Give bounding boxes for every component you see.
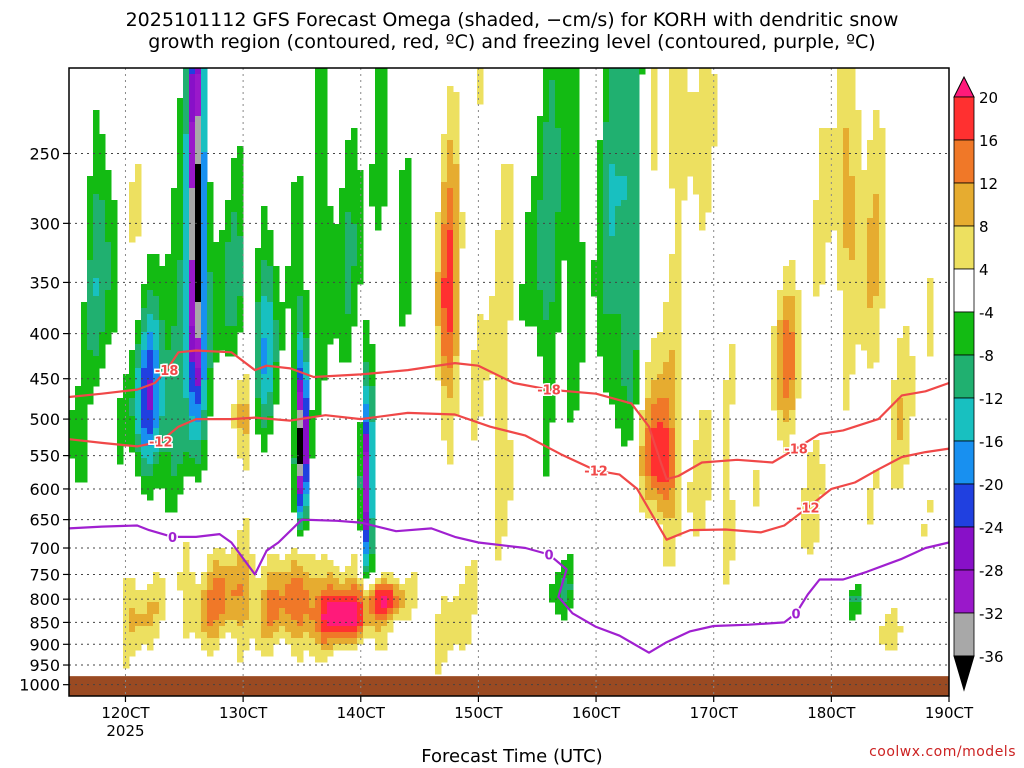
y-tick-label: 500 xyxy=(29,410,60,429)
colorbar-label: -8 xyxy=(979,347,994,365)
colorbar-bottom-arrow xyxy=(953,655,975,692)
chart-title-line-1: 2025101112 GFS Forecast Omega (shaded, −… xyxy=(125,9,899,31)
colorbar-top-arrow xyxy=(953,75,975,98)
contour-label: -18 xyxy=(155,364,179,379)
colorbar-label: -12 xyxy=(979,390,1004,408)
colorbar-segment xyxy=(953,139,975,184)
colorbar-label: -20 xyxy=(979,476,1004,494)
y-tick-label: 1000 xyxy=(19,676,60,695)
colorbar-segment xyxy=(953,225,975,270)
x-tick-label: 190CT xyxy=(925,704,974,722)
plot-frame xyxy=(68,67,950,697)
colorbar-segment xyxy=(953,182,975,227)
colorbar-label: -28 xyxy=(979,562,1004,580)
colorbar-segment xyxy=(953,96,975,141)
chart-title-line-2: growth region (contoured, red, ºC) and f… xyxy=(148,31,876,53)
y-tick-label: 900 xyxy=(29,635,60,654)
y-tick-label: 950 xyxy=(29,656,60,675)
colorbar-segment xyxy=(953,440,975,485)
contour-label: -12 xyxy=(584,465,608,480)
y-tick-label: 600 xyxy=(29,480,60,499)
colorbar-segment xyxy=(953,612,975,657)
contour-line xyxy=(68,518,950,654)
x-tick-label: 170CT xyxy=(690,704,739,722)
colorbar-label: 16 xyxy=(979,132,998,150)
y-tick-label: 850 xyxy=(29,613,60,632)
x-tick-label: 120CT xyxy=(101,704,150,722)
colorbar-segment xyxy=(953,569,975,614)
y-tick-label: 800 xyxy=(29,590,60,609)
contour-label: 0 xyxy=(544,549,553,564)
colorbar-label: 20 xyxy=(979,89,998,107)
contour-label: -18 xyxy=(784,443,808,458)
y-tick-label: 650 xyxy=(29,511,60,530)
x-tick-label: 140CT xyxy=(337,704,386,722)
y-tick-label: 450 xyxy=(29,370,60,389)
colorbar-label: 4 xyxy=(979,261,989,279)
site-credit: coolwx.com/models xyxy=(869,744,1016,760)
x-axis-label: Forecast Time (UTC) xyxy=(421,746,603,767)
contour-line xyxy=(68,411,950,541)
x-tick-sublabel: 2025 xyxy=(106,722,144,740)
y-tick-label: 250 xyxy=(29,144,60,163)
colorbar-label: -4 xyxy=(979,304,994,322)
colorbar-segment xyxy=(953,311,975,356)
colorbar-segment xyxy=(953,268,975,313)
colorbar-label: 8 xyxy=(979,218,989,236)
colorbar-segment xyxy=(953,354,975,399)
colorbar-label: -24 xyxy=(979,519,1004,537)
contour-label: -12 xyxy=(149,435,173,450)
y-tick-label: 700 xyxy=(29,539,60,558)
colorbar-segment xyxy=(953,397,975,442)
x-tick-label: 130CT xyxy=(219,704,268,722)
ground-surface xyxy=(69,676,949,696)
y-tick-label: 300 xyxy=(29,214,60,233)
x-tick-label: 150CT xyxy=(454,704,503,722)
colorbar-segment xyxy=(953,483,975,528)
x-tick-label: 160CT xyxy=(572,704,621,722)
contour-label: -18 xyxy=(537,384,561,399)
contour-label: 0 xyxy=(168,531,177,546)
y-tick-label: 750 xyxy=(29,565,60,584)
colorbar-label: -36 xyxy=(979,648,1004,666)
colorbar-label: -32 xyxy=(979,605,1004,623)
y-tick-label: 400 xyxy=(29,325,60,344)
colorbar-segment xyxy=(953,526,975,571)
x-tick-label: 180CT xyxy=(807,704,856,722)
contour-line xyxy=(68,349,950,481)
contour-label: -12 xyxy=(796,502,820,517)
contour-label: 0 xyxy=(792,607,801,622)
colorbar-label: -16 xyxy=(979,433,1004,451)
y-tick-label: 350 xyxy=(29,273,60,292)
y-tick-label: 550 xyxy=(29,447,60,466)
colorbar-label: 12 xyxy=(979,175,998,193)
